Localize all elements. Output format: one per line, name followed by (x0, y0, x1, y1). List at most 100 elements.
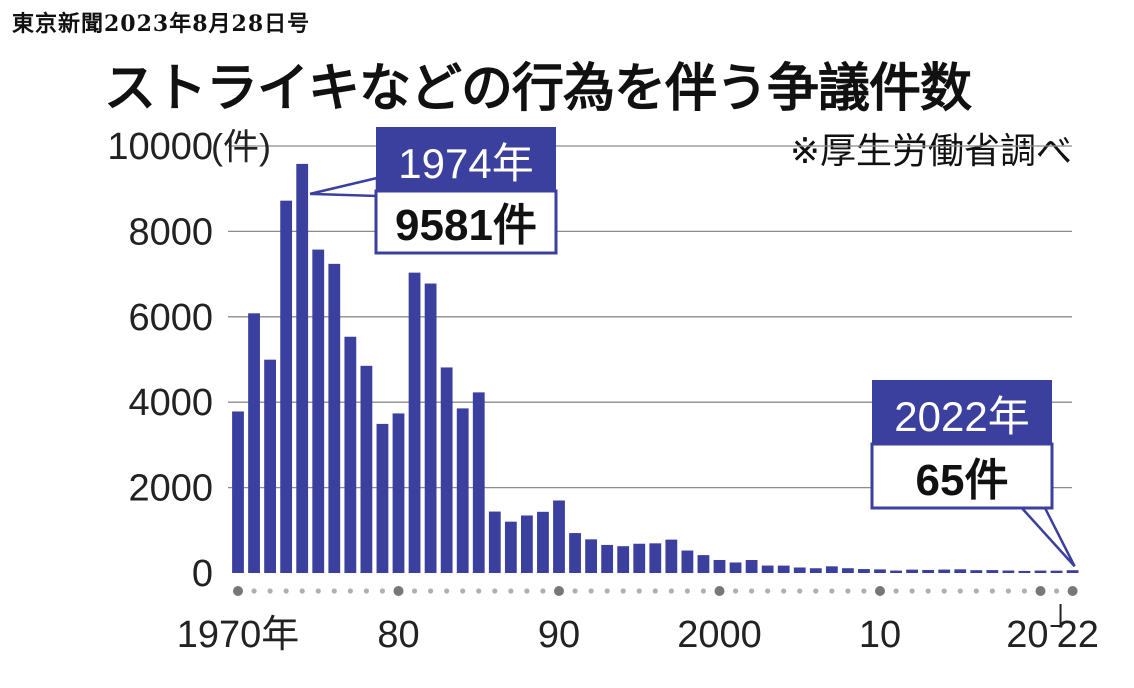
x-tick-label: 80 (377, 614, 419, 656)
bar (745, 560, 758, 573)
axis-tick-dot (331, 588, 337, 594)
axis-tick-dot (652, 588, 658, 594)
axis-tick-dot (700, 588, 707, 594)
axis-tick-dot (476, 588, 482, 594)
axis-tick-dot (267, 588, 273, 594)
bar (890, 570, 902, 573)
axis-tick-dot (524, 588, 530, 594)
bar (521, 515, 533, 573)
axis-tick-dot (636, 588, 642, 594)
axis-tick-dot (765, 588, 771, 594)
bar (922, 569, 935, 573)
axis-tick-dot (813, 588, 819, 594)
source-note: ※厚生労働省調べ (789, 131, 1072, 172)
axis-tick-dot (925, 588, 931, 594)
axis-tick-dot (1021, 588, 1028, 594)
bar (296, 163, 309, 573)
callout-body (870, 442, 1054, 510)
axis-tick-dot (572, 588, 578, 594)
axis-tick-dot (428, 588, 434, 594)
bar (970, 570, 983, 573)
bar (681, 550, 694, 573)
axis-tick-dot (620, 588, 626, 594)
axis-tick-dot (347, 588, 353, 594)
bar (408, 272, 421, 573)
callout-header (872, 380, 1052, 444)
axis-tick-dot (283, 588, 289, 594)
x-label-bracket (1050, 604, 1062, 627)
bar (280, 200, 293, 573)
y-tick-label: 0 (192, 553, 213, 595)
axis-tick-dot (1005, 588, 1012, 594)
axis-tick-dot (797, 588, 803, 594)
axis-tick-dot (861, 588, 867, 594)
bar (392, 413, 405, 573)
callout-value-label: 65件 (916, 456, 1009, 505)
source-line: 東京新聞2023年8月28日号 (12, 11, 311, 37)
bar (1018, 570, 1031, 573)
axis-tick-dot-major (233, 586, 243, 596)
bar (633, 543, 646, 573)
axis-tick-dot (460, 588, 466, 594)
bar (553, 500, 565, 573)
bar (954, 569, 967, 573)
axis-tick-dot (973, 588, 979, 594)
bar (825, 566, 838, 573)
bar (858, 569, 870, 573)
bar (1002, 570, 1015, 573)
axis-tick-dot (444, 588, 450, 594)
bar (472, 392, 485, 573)
axis-tick-dot (893, 588, 899, 594)
callout-year-label: 2022年 (894, 393, 1029, 440)
bar (456, 408, 469, 573)
axis-tick-dot (540, 588, 546, 594)
axis-tick-dot-major (393, 586, 404, 596)
axis-tick-dot (989, 588, 995, 594)
axis-tick-dot (829, 588, 835, 594)
bar (504, 521, 517, 573)
callout-header (376, 127, 556, 191)
axis-tick-dot (1053, 588, 1060, 594)
axis-tick-dot (411, 588, 418, 594)
bar (424, 283, 437, 573)
bar (874, 569, 886, 573)
callout-body (374, 189, 558, 255)
axis-tick-dot (668, 588, 674, 594)
axis-tick-dot (732, 588, 739, 594)
axis-tick-dot (909, 588, 915, 594)
axis-tick-dot-major (1035, 586, 1046, 596)
axis-tick-dot (604, 588, 610, 594)
bar (569, 533, 581, 573)
chart-title: ストライキなどの行為を伴う争議件数 (104, 59, 972, 119)
bar (729, 562, 742, 573)
bar (248, 313, 260, 573)
axis-tick-dot (251, 588, 257, 594)
bar (713, 559, 726, 573)
bar (986, 570, 999, 573)
bar (665, 539, 678, 573)
callout-value-label: 9581件 (395, 201, 537, 250)
bar (264, 359, 276, 573)
y-axis-unit: (件) (211, 126, 271, 167)
bar (761, 565, 774, 573)
axis-tick-dot-major (714, 586, 725, 596)
bar (1050, 570, 1063, 573)
bar (938, 569, 951, 573)
x-tick-label: 10 (859, 614, 901, 656)
bar (312, 249, 325, 573)
x-tick-label: 1970年 (177, 614, 300, 656)
axis-tick-dot (363, 588, 369, 594)
y-tick-label: 10000 (107, 126, 213, 168)
axis-tick-dot (379, 588, 386, 594)
axis-tick-dot-major (1067, 586, 1078, 596)
bar (328, 263, 341, 573)
bar (537, 511, 549, 573)
callout-year-label: 1974年 (398, 140, 533, 187)
axis-tick-dot (492, 588, 498, 594)
bar (440, 367, 453, 573)
bar (842, 568, 854, 573)
axis-tick-dot-major (875, 586, 885, 596)
bar (585, 539, 597, 573)
y-tick-label: 8000 (128, 211, 213, 253)
